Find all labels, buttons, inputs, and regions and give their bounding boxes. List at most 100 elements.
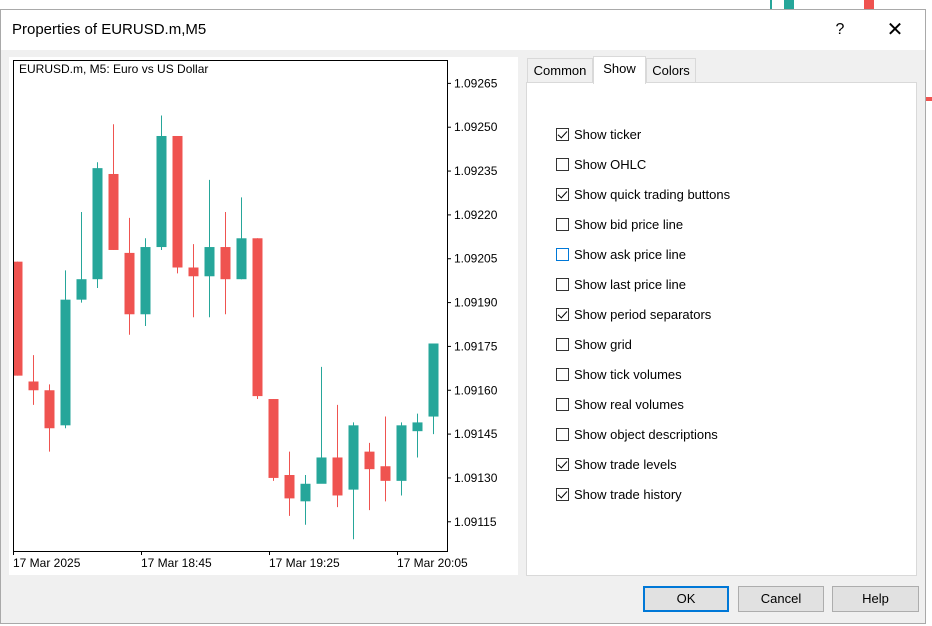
bearish-candle	[220, 247, 231, 280]
y-tick-label: 1.09250	[454, 120, 498, 134]
checkbox[interactable]	[556, 187, 569, 201]
checkmark-icon	[557, 127, 568, 139]
checkbox[interactable]	[556, 157, 569, 171]
bullish-candle	[396, 425, 407, 481]
checkbox[interactable]	[556, 307, 569, 321]
option-label: Show trade history	[574, 486, 682, 502]
bearish-candle	[108, 173, 119, 250]
checkbox[interactable]	[556, 367, 569, 381]
help-icon[interactable]: ?	[835, 21, 845, 38]
bullish-candle	[236, 238, 247, 280]
option-label: Show bid price line	[574, 216, 684, 232]
option-show-real-volumes[interactable]: Show real volumes	[556, 395, 684, 413]
option-label: Show last price line	[574, 276, 686, 292]
x-tick-label: 17 Mar 19:25	[269, 556, 340, 570]
chart-preview-svg: 1.09265 1.09250 1.09235 1.09220 1.09205 1.091…	[13, 60, 498, 570]
checkmark-icon	[557, 187, 568, 199]
bearish-candle	[14, 261, 23, 376]
bullish-candle	[140, 247, 151, 315]
bullish-candle	[76, 279, 87, 300]
checkmark-icon	[557, 307, 568, 319]
option-show-tick-volumes[interactable]: Show tick volumes	[556, 365, 682, 383]
bullish-candle	[316, 457, 327, 484]
bearish-candle	[28, 381, 39, 391]
background-candle	[784, 0, 794, 9]
tab-colors[interactable]: Colors	[646, 58, 696, 82]
bearish-candle	[188, 267, 199, 277]
title-bar: Properties of EURUSD.m,M5 ? ✕	[1, 10, 925, 50]
checkbox[interactable]	[556, 457, 569, 471]
bearish-candle	[332, 457, 343, 496]
y-tick-label: 1.09160	[454, 383, 498, 397]
cancel-button[interactable]: Cancel	[738, 586, 824, 612]
y-tick-label: 1.09220	[454, 208, 498, 222]
checkbox[interactable]	[556, 127, 569, 141]
y-tick-label: 1.09145	[454, 427, 498, 441]
option-label: Show real volumes	[574, 396, 684, 412]
y-tick-label: 1.09205	[454, 252, 498, 266]
checkmark-icon	[557, 457, 568, 469]
tab-show[interactable]: Show	[593, 56, 646, 84]
option-show-quick-trading-buttons[interactable]: Show quick trading buttons	[556, 185, 730, 203]
checkbox[interactable]	[556, 277, 569, 291]
option-show-last-price-line[interactable]: Show last price line	[556, 275, 686, 293]
y-tick-label: 1.09235	[454, 164, 498, 178]
candles-group	[14, 115, 439, 540]
bullish-candle	[156, 135, 167, 248]
option-show-object-descriptions[interactable]: Show object descriptions	[556, 425, 718, 443]
x-tick-label: 17 Mar 2025	[13, 556, 81, 570]
option-show-ohlc[interactable]: Show OHLC	[556, 155, 646, 173]
checkbox[interactable]	[556, 337, 569, 351]
bullish-candle	[60, 299, 71, 426]
option-show-grid[interactable]: Show grid	[556, 335, 632, 353]
bearish-candle	[380, 466, 391, 481]
y-tick-label: 1.09115	[454, 515, 497, 529]
bearish-candle	[364, 451, 375, 470]
y-tick-label: 1.09175	[454, 339, 498, 353]
ok-button[interactable]: OK	[643, 586, 729, 612]
checkbox[interactable]	[556, 247, 569, 261]
bearish-candle	[124, 252, 135, 315]
bearish-candle	[252, 238, 263, 397]
chart-header-bg	[15, 62, 215, 76]
bearish-candle	[172, 135, 183, 268]
tab-common[interactable]: Common	[527, 58, 593, 82]
option-show-ask-price-line[interactable]: Show ask price line	[556, 245, 686, 263]
show-tab-page: Show ticker Show OHLC Show quick trading b…	[526, 82, 917, 576]
checkbox[interactable]	[556, 217, 569, 231]
y-tick-label: 1.09190	[454, 296, 498, 310]
help-button[interactable]: Help	[832, 586, 919, 612]
option-label: Show quick trading buttons	[574, 186, 731, 202]
y-tick-label: 1.09130	[454, 471, 498, 485]
option-label: Show tick volumes	[574, 366, 682, 382]
checkbox[interactable]	[556, 397, 569, 411]
bullish-candle	[204, 247, 215, 277]
option-show-period-separators[interactable]: Show period separators	[556, 305, 711, 323]
option-show-trade-history[interactable]: Show trade history	[556, 485, 682, 503]
bullish-candle	[92, 168, 103, 280]
chart-header: EURUSD.m, M5: Euro vs US Dollar	[19, 62, 208, 76]
bearish-candle	[284, 475, 295, 499]
background-candle	[864, 0, 874, 9]
close-icon[interactable]: ✕	[886, 19, 904, 41]
checkbox[interactable]	[556, 427, 569, 441]
option-show-bid-price-line[interactable]: Show bid price line	[556, 215, 683, 233]
background-candle	[770, 0, 772, 9]
x-tick-label: 17 Mar 18:45	[141, 556, 212, 570]
bullish-candle	[300, 483, 311, 502]
option-label: Show ticker	[574, 126, 642, 142]
option-label: Show grid	[574, 336, 632, 352]
bearish-candle	[268, 399, 279, 478]
bullish-candle	[348, 425, 359, 490]
option-show-trade-levels[interactable]: Show trade levels	[556, 455, 677, 473]
x-tick-label: 17 Mar 20:05	[397, 556, 468, 570]
chart-frame	[13, 60, 448, 552]
bullish-candle	[428, 343, 439, 417]
checkmark-icon	[557, 487, 568, 499]
option-label: Show object descriptions	[574, 426, 718, 442]
dialog-title: Properties of EURUSD.m,M5	[12, 21, 207, 38]
checkbox[interactable]	[556, 487, 569, 501]
option-label: Show trade levels	[574, 456, 677, 472]
option-show-ticker[interactable]: Show ticker	[556, 125, 641, 143]
option-label: Show OHLC	[574, 156, 647, 172]
